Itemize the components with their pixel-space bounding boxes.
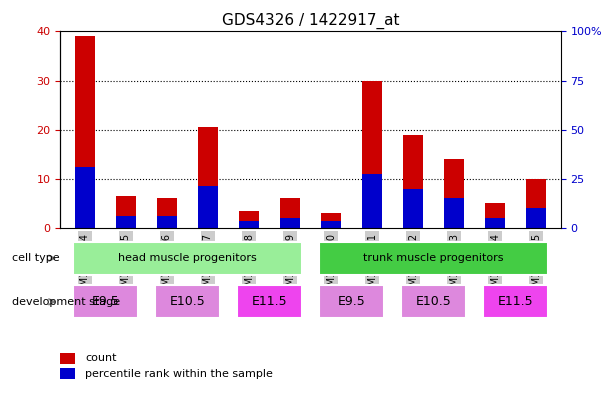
Text: percentile rank within the sample: percentile rank within the sample — [86, 369, 273, 379]
Bar — [403, 134, 423, 228]
Bar — [154, 285, 220, 318]
Bar — [485, 204, 505, 228]
Bar — [485, 218, 505, 228]
Bar — [157, 216, 177, 228]
Bar — [526, 179, 546, 228]
Title: GDS4326 / 1422917_at: GDS4326 / 1422917_at — [222, 13, 399, 29]
Text: trunk muscle progenitors: trunk muscle progenitors — [364, 253, 504, 263]
Bar — [280, 218, 300, 228]
Bar — [157, 198, 177, 228]
Bar — [60, 369, 75, 379]
Text: E9.5: E9.5 — [92, 295, 119, 308]
Bar — [72, 285, 138, 318]
Bar — [362, 81, 382, 228]
Text: count: count — [86, 353, 117, 363]
Text: E10.5: E10.5 — [169, 295, 206, 308]
Bar — [319, 242, 549, 275]
Bar — [444, 159, 464, 228]
Bar — [526, 208, 546, 228]
Text: cell type: cell type — [12, 253, 60, 263]
Bar — [444, 198, 464, 228]
Bar — [280, 198, 300, 228]
Text: E9.5: E9.5 — [338, 295, 365, 308]
Bar — [75, 37, 95, 228]
Bar — [239, 220, 259, 228]
Bar — [239, 211, 259, 228]
Bar — [321, 213, 341, 228]
Bar — [60, 353, 75, 364]
Bar — [198, 127, 218, 228]
Text: E11.5: E11.5 — [498, 295, 534, 308]
Bar — [75, 167, 95, 228]
Bar — [403, 189, 423, 228]
Bar — [319, 285, 384, 318]
Bar — [362, 174, 382, 228]
Bar — [72, 242, 302, 275]
Text: E10.5: E10.5 — [415, 295, 452, 308]
Text: development stage: development stage — [12, 297, 120, 307]
Bar — [483, 285, 549, 318]
Text: head muscle progenitors: head muscle progenitors — [118, 253, 257, 263]
Bar — [116, 216, 136, 228]
Bar — [198, 186, 218, 228]
Bar — [401, 285, 467, 318]
Text: E11.5: E11.5 — [251, 295, 288, 308]
Bar — [321, 220, 341, 228]
Bar — [237, 285, 302, 318]
Bar — [116, 196, 136, 228]
